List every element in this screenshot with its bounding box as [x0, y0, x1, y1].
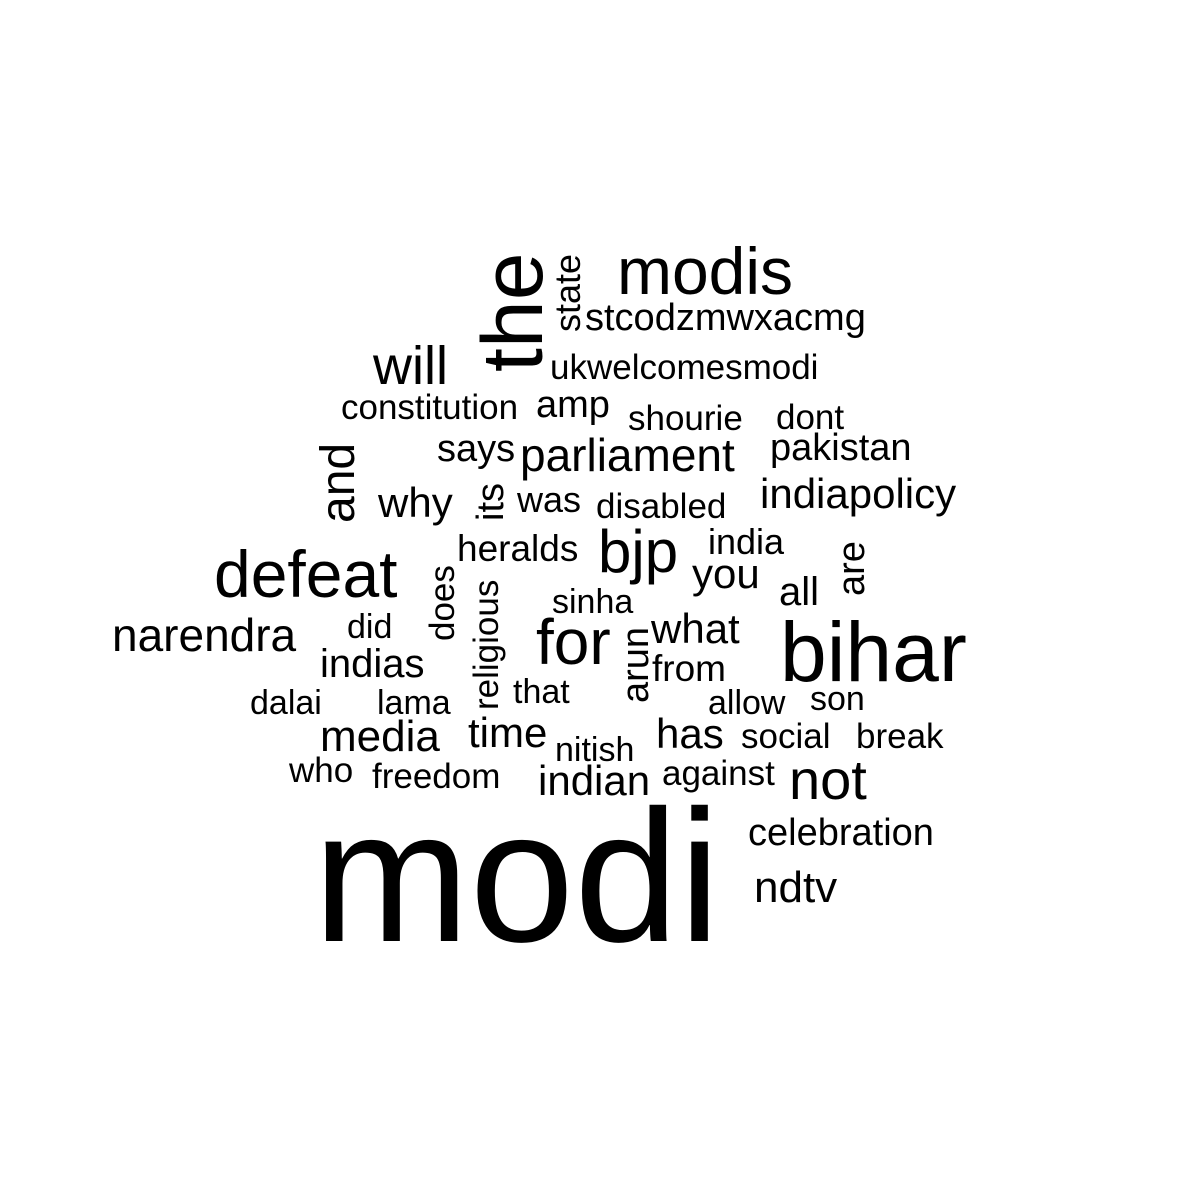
word-arun: arun — [615, 626, 657, 703]
word-are: are — [831, 541, 873, 596]
word-indiapolicy: indiapolicy — [760, 470, 957, 517]
word-why: why — [378, 479, 453, 526]
word-break: break — [856, 717, 944, 756]
word-has: has — [656, 710, 724, 757]
word-will: will — [373, 336, 448, 396]
word-what: what — [651, 605, 740, 652]
word-sinha: sinha — [552, 583, 634, 621]
word-allow: allow — [708, 684, 786, 722]
word-modis: modis — [617, 234, 794, 308]
word-the: the — [465, 252, 561, 372]
word-social: social — [741, 717, 831, 756]
word-for: for — [536, 606, 611, 678]
word-time: time — [468, 709, 548, 756]
word-disabled: disabled — [596, 487, 727, 526]
word-from: from — [652, 648, 726, 689]
word-ukwelcomesmodi: ukwelcomesmodi — [550, 348, 819, 387]
word-amp: amp — [536, 384, 610, 426]
word-you: you — [692, 550, 760, 597]
word-dont: dont — [776, 398, 845, 437]
word-its: its — [470, 483, 512, 521]
word-defeat: defeat — [214, 537, 398, 611]
word-and: and — [312, 442, 365, 523]
word-indian: indian — [538, 757, 651, 804]
word-stcodzmwxacmg: stcodzmwxacmg — [585, 297, 866, 339]
word-bihar: bihar — [780, 605, 967, 699]
word-shourie: shourie — [628, 399, 743, 438]
word-indias: indias — [320, 642, 425, 686]
word-india: india — [708, 521, 785, 562]
word-nitish: nitish — [555, 731, 635, 769]
word-heralds: heralds — [457, 528, 579, 569]
word-lama: lama — [377, 684, 451, 722]
word-pakistan: pakistan — [770, 427, 912, 469]
word-dalai: dalai — [250, 684, 322, 722]
word-constitution: constitution — [341, 388, 519, 427]
word-narendra: narendra — [112, 609, 297, 661]
word-not: not — [789, 748, 867, 811]
word-that: that — [513, 673, 570, 711]
word-was: was — [517, 479, 582, 520]
word-says: says — [437, 428, 516, 470]
word-bjp: bjp — [598, 518, 679, 585]
word-did: did — [347, 608, 393, 646]
word-freedom: freedom — [372, 757, 501, 796]
word-modi: modi — [313, 771, 721, 981]
word-does: does — [423, 565, 462, 641]
word-all: all — [779, 570, 820, 614]
word-religious: religious — [467, 579, 506, 710]
word-son: son — [810, 680, 865, 718]
word-ndtv: ndtv — [754, 863, 838, 912]
word-who: who — [289, 751, 354, 790]
word-celebration: celebration — [748, 812, 934, 854]
word-state: state — [547, 253, 588, 332]
word-against: against — [662, 754, 775, 793]
word-media: media — [320, 712, 440, 761]
word-parliament: parliament — [520, 429, 735, 481]
